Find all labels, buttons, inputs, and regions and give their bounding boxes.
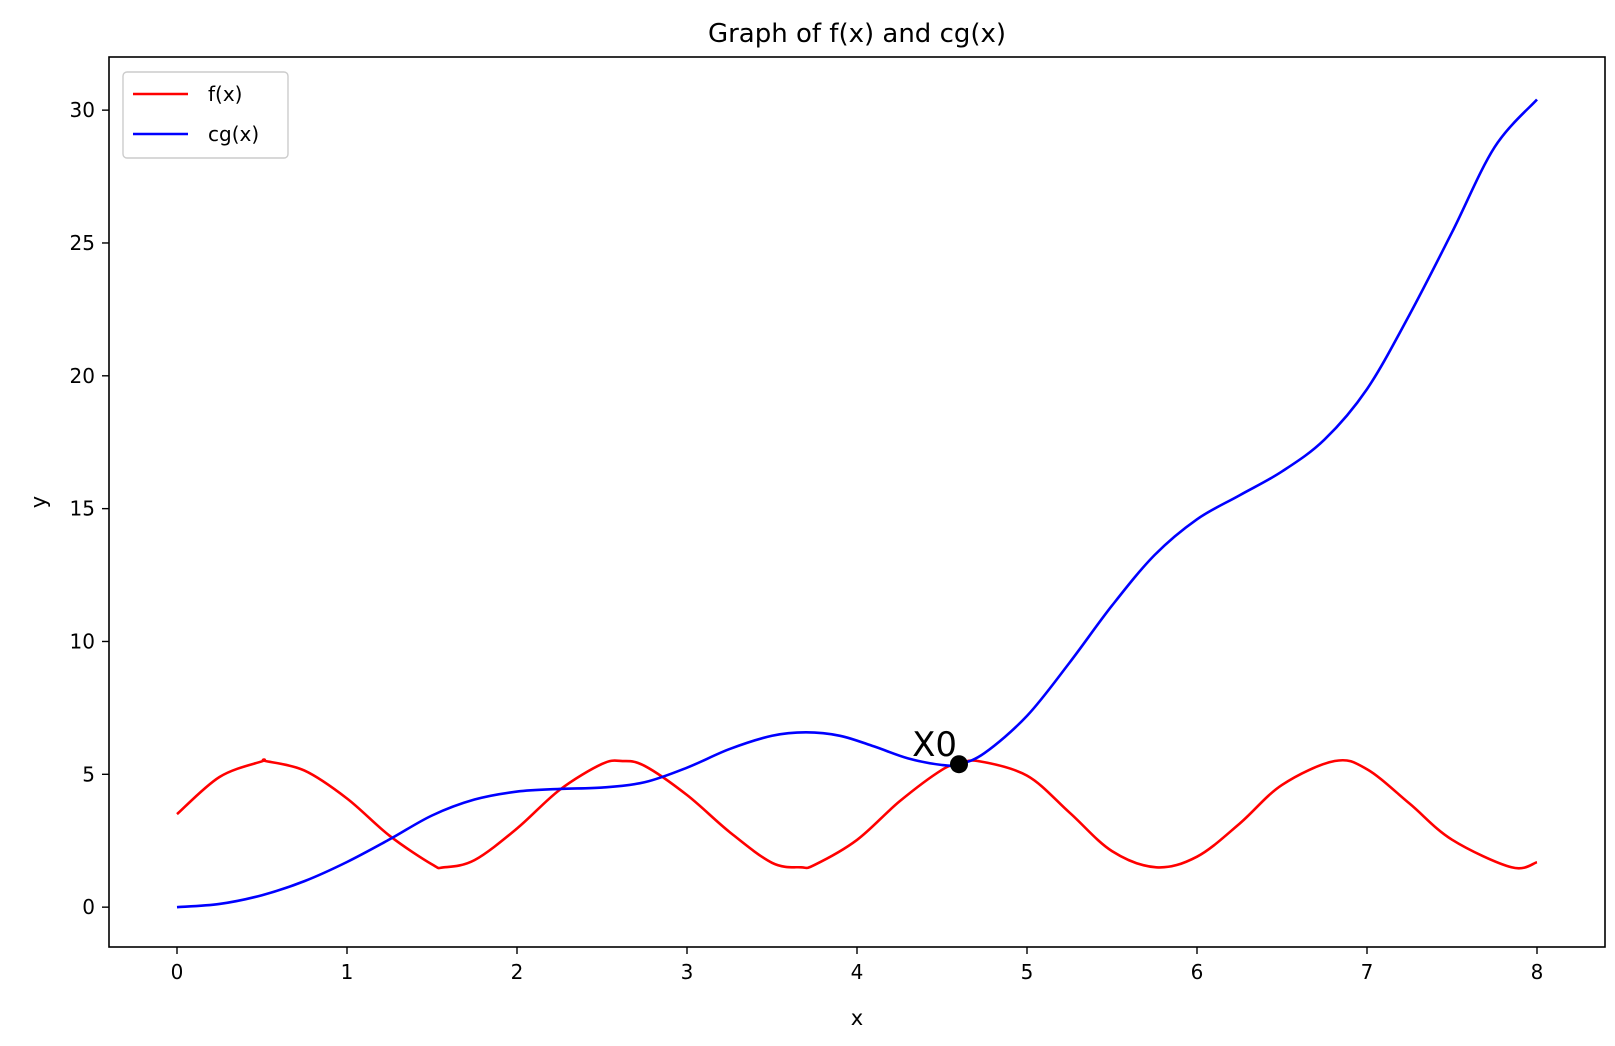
x-tick-label: 5 <box>1021 960 1034 984</box>
x-tick-label: 1 <box>341 960 354 984</box>
x-axis-ticks: 0 1 2 3 4 5 6 7 8 <box>171 947 1544 984</box>
x-tick-label: 8 <box>1531 960 1544 984</box>
plot-frame <box>108 56 1606 948</box>
y-tick-label: 30 <box>70 98 95 122</box>
legend-label: f(x) <box>208 82 242 106</box>
x-tick-label: 2 <box>511 960 524 984</box>
series-line-cg <box>176 98 1538 909</box>
chart-title: Graph of f(x) and cg(x) <box>708 19 1006 49</box>
x-tick-label: 3 <box>681 960 694 984</box>
legend: f(x) cg(x) <box>122 71 289 159</box>
x0-annotation: X0 <box>912 725 957 765</box>
legend-box <box>122 71 289 159</box>
x-tick-label: 0 <box>171 960 184 984</box>
series-line-f <box>176 758 1538 870</box>
marker-layer: X0 <box>912 725 968 774</box>
y-tick-label: 5 <box>82 762 95 786</box>
y-tick-label: 10 <box>70 629 95 653</box>
y-tick-label: 15 <box>70 497 95 521</box>
x-tick-label: 6 <box>1191 960 1204 984</box>
x-axis-label: x <box>851 1006 863 1030</box>
legend-label: cg(x) <box>208 122 259 146</box>
x-tick-label: 7 <box>1361 960 1374 984</box>
y-tick-label: 25 <box>70 231 95 255</box>
series-layer <box>176 98 1538 909</box>
y-axis-ticks: 0 5 10 15 20 25 30 <box>70 98 109 919</box>
x0-point-marker <box>950 755 968 774</box>
x-tick-label: 4 <box>851 960 864 984</box>
y-axis-label: y <box>26 496 50 508</box>
y-tick-label: 20 <box>70 364 95 388</box>
y-tick-label: 0 <box>82 895 95 919</box>
